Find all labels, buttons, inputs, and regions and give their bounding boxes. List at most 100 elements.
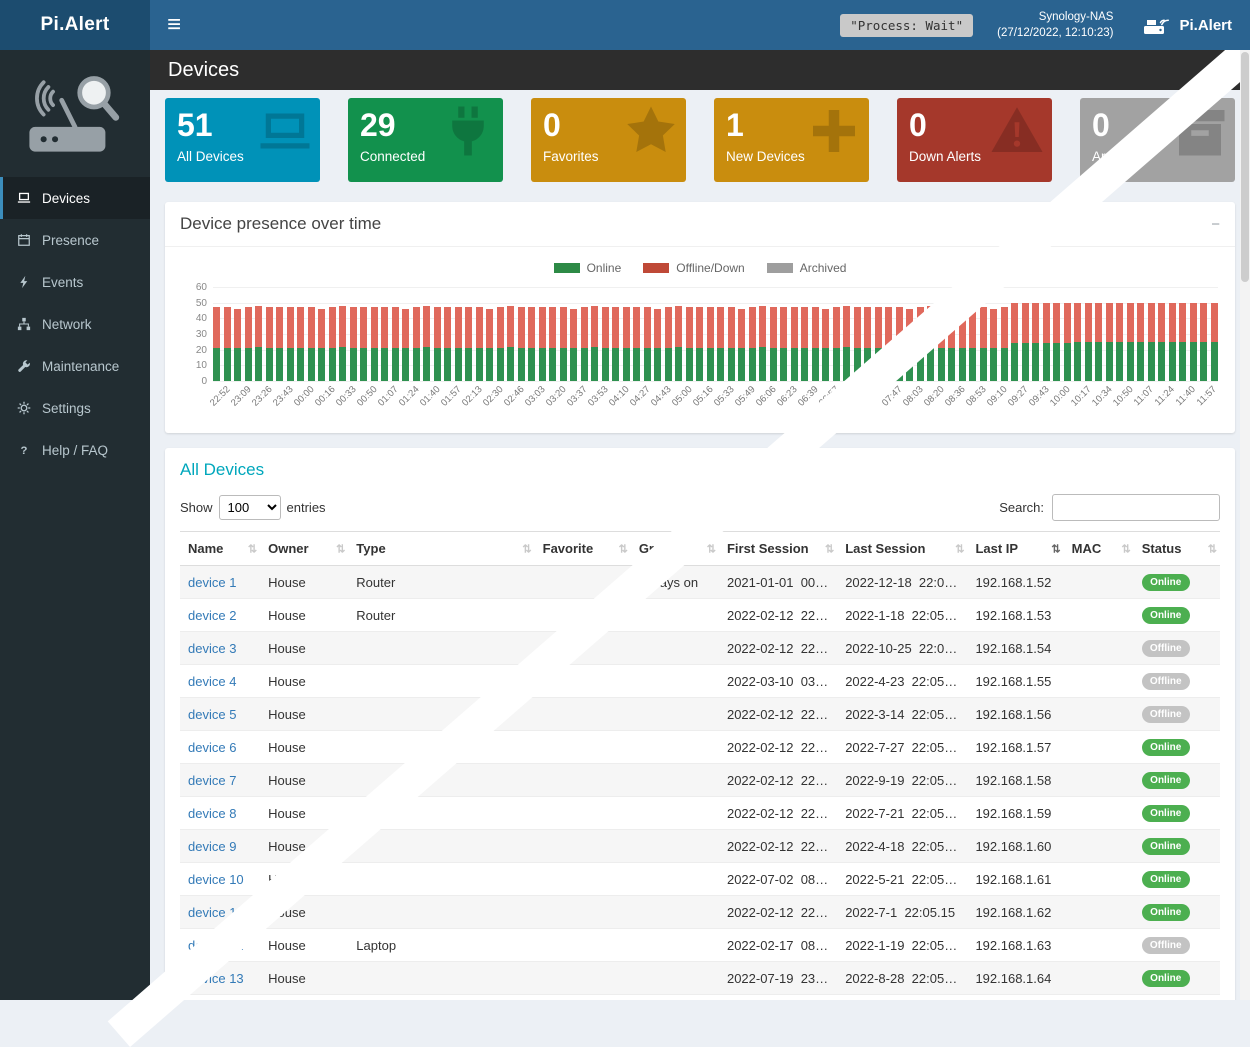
- presence-bar: [349, 307, 357, 381]
- device-link[interactable]: device 8: [188, 805, 237, 821]
- status-badge: Online: [1141, 970, 1190, 987]
- column-header-type[interactable]: Type ⇅: [348, 531, 535, 566]
- app-logo[interactable]: Pi.Alert: [0, 0, 150, 50]
- legend-swatch: [553, 263, 580, 273]
- x-tick-label: 10:34: [1089, 384, 1115, 409]
- entries-select[interactable]: 100: [218, 495, 281, 520]
- device-link[interactable]: device 4: [188, 673, 237, 689]
- sidebar-item-settings[interactable]: Settings: [0, 387, 150, 429]
- cell-last-ip: 192.168.1.63: [967, 928, 1064, 962]
- table-row: device 8 House 2022-02-12 22:05 2022-7-21 2…: [180, 796, 1220, 830]
- presence-bar: [643, 307, 651, 381]
- column-header-mac[interactable]: MAC ⇅: [1063, 531, 1134, 566]
- column-header-first-session[interactable]: First Session ⇅: [718, 531, 838, 566]
- presence-bar: [843, 305, 850, 381]
- cell-name: device 8: [180, 796, 261, 830]
- device-link[interactable]: device 3: [188, 640, 237, 656]
- pialert-fax-icon: [1143, 14, 1170, 36]
- device-link[interactable]: device 12: [188, 937, 244, 953]
- table-row: device 14House 2022-02-12 22:052022-11-22…: [180, 994, 1220, 1000]
- presence-bar: [370, 307, 378, 381]
- table-row: device 1 House Router Always on 2021-01-01 0…: [180, 565, 1220, 599]
- column-header-last-ip[interactable]: Last IP ⇅: [967, 531, 1064, 566]
- device-link[interactable]: device 13: [188, 970, 244, 986]
- column-header-group[interactable]: Group ⇅: [630, 531, 719, 566]
- device-link[interactable]: device 7: [188, 772, 237, 788]
- x-tick-label: 05:49: [732, 384, 758, 409]
- sidebar-item-events[interactable]: Events: [0, 261, 150, 303]
- table-row: device 11 House 2022-02-12 22:05 2022-7-1 2…: [180, 895, 1220, 929]
- column-header-name[interactable]: Name ⇅: [180, 531, 261, 566]
- stat-card-favorites[interactable]: 0 Favorites: [531, 98, 686, 182]
- presence-bar: [601, 307, 609, 381]
- collapse-icon[interactable]: −: [1211, 215, 1220, 233]
- all-devices-panel: All Devices Show 100 entries Search: Name ⇅…: [165, 448, 1235, 1000]
- x-tick-label: 07:47: [879, 384, 905, 409]
- sidebar-item-devices[interactable]: Devices: [0, 177, 150, 219]
- search-input[interactable]: [1052, 494, 1220, 521]
- presence-bar: [780, 307, 787, 381]
- cell-group: [630, 829, 719, 863]
- presence-bar: [255, 305, 262, 381]
- presence-panel-title: Device presence over time: [180, 214, 382, 233]
- cell-first-session: 2022-02-12 22:05: [718, 631, 838, 665]
- question-icon: ?: [16, 442, 32, 458]
- page-title: Devices: [150, 50, 1250, 90]
- menu-toggle-button[interactable]: ≡: [166, 11, 181, 38]
- device-link[interactable]: device 1: [188, 574, 237, 590]
- presence-bar: [391, 307, 399, 381]
- cell-last-ip: 192.168.1.60: [967, 829, 1064, 863]
- cell-first-session: 2022-02-12 22:05: [718, 763, 838, 797]
- x-tick-label: 11:57: [1195, 384, 1220, 409]
- presence-bar: [1095, 302, 1102, 381]
- cell-mac: [1063, 862, 1134, 896]
- column-header-status[interactable]: Status ⇅: [1133, 531, 1220, 566]
- x-tick-label: 03:03: [522, 384, 548, 409]
- sidebar-item-help-faq[interactable]: ? Help / FAQ: [0, 429, 150, 471]
- column-header-owner[interactable]: Owner ⇅: [260, 531, 349, 566]
- column-header-last-session[interactable]: Last Session ⇅: [837, 531, 968, 566]
- scrollbar-track[interactable]: [1240, 50, 1250, 1000]
- host-info: Synology-NAS (27/12/2022, 12:10:23): [997, 9, 1113, 41]
- scrollbar-thumb[interactable]: [1241, 52, 1249, 282]
- cell-group: [630, 994, 719, 1000]
- device-link[interactable]: device 2: [188, 607, 237, 623]
- y-tick-label: 0: [201, 376, 207, 387]
- device-link[interactable]: device 9: [188, 838, 237, 854]
- cell-last-session: 2022-1-19 22:05.30: [837, 928, 968, 962]
- sort-icon: ⇅: [522, 543, 532, 555]
- device-link[interactable]: device 11: [188, 904, 243, 920]
- cell-group: [630, 664, 719, 698]
- x-tick-label: 02:30: [480, 384, 506, 409]
- chart-x-axis: 22:52 23:09 23:26 23:43 00:00 00:16 00:33 00:50…: [208, 381, 1220, 429]
- stat-card-archived[interactable]: 0 Archived: [1080, 98, 1235, 182]
- presence-bar: [1147, 302, 1155, 381]
- wrench-icon: [16, 358, 32, 374]
- stat-card-connected[interactable]: 29 Connected: [348, 98, 503, 182]
- sidebar-item-network[interactable]: Network: [0, 303, 150, 345]
- device-link[interactable]: device 10: [188, 871, 244, 887]
- x-tick-label: 23:26: [249, 384, 275, 409]
- device-link[interactable]: device 5: [188, 706, 237, 722]
- presence-bar: [486, 308, 493, 381]
- sidebar-item-maintenance[interactable]: Maintenance: [0, 345, 150, 387]
- device-link[interactable]: device 6: [188, 739, 237, 755]
- presence-bar: [423, 305, 430, 381]
- x-tick-label: 07:13: [837, 384, 863, 409]
- x-tick-label: 00:16: [312, 384, 338, 409]
- cell-last-ip: 192.168.1.58: [967, 763, 1064, 797]
- column-header-favorite[interactable]: Favorite ⇅: [534, 531, 631, 566]
- stat-card-new-devices[interactable]: 1 New Devices: [714, 98, 869, 182]
- presence-bar: [769, 307, 777, 381]
- cell-type: [348, 994, 535, 1000]
- chart-legend: Online Offline/Down Archived: [177, 261, 1223, 275]
- stat-card-down-alerts[interactable]: 0 Down Alerts: [897, 98, 1052, 182]
- cell-mac: [1063, 796, 1134, 830]
- presence-bar: [1084, 302, 1092, 381]
- cell-owner: House: [260, 796, 349, 830]
- cell-mac: [1063, 928, 1134, 962]
- sidebar-item-presence[interactable]: Presence: [0, 219, 150, 261]
- cell-status: Online: [1133, 796, 1220, 830]
- stat-card-all-devices[interactable]: 51 All Devices: [165, 98, 320, 182]
- process-status-badge: "Process: Wait": [840, 13, 974, 37]
